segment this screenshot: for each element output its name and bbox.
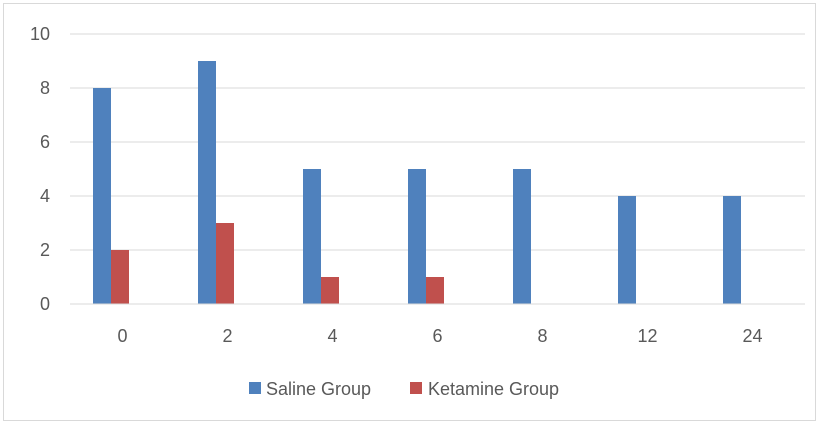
bar-ketamine-0: [111, 250, 129, 304]
x-tick-label: 2: [222, 326, 232, 346]
y-tick-label: 2: [40, 240, 50, 260]
legend-item-ketamine: Ketamine Group: [410, 379, 559, 399]
bar-saline-0: [93, 88, 111, 304]
bar-saline-8: [513, 169, 531, 304]
bar-saline-4: [303, 169, 321, 304]
legend: Saline Group Ketamine Group: [249, 379, 559, 399]
x-tick-label: 4: [327, 326, 337, 346]
x-axis-ticks: 0 2 4 6 8 12 24: [117, 326, 762, 346]
legend-swatch-saline: [249, 382, 261, 394]
y-tick-label: 6: [40, 132, 50, 152]
bar-saline-24: [723, 196, 741, 304]
y-tick-label: 4: [40, 186, 50, 206]
y-tick-label: 10: [30, 24, 50, 44]
gridlines: [70, 33, 805, 251]
legend-label-saline: Saline Group: [266, 379, 371, 399]
bar-ketamine-2: [216, 223, 234, 304]
bar-ketamine-6: [426, 277, 444, 304]
x-tick-label: 12: [637, 326, 657, 346]
y-axis-ticks: 0 2 4 6 8 10: [30, 24, 50, 314]
bar-saline-12: [618, 196, 636, 304]
legend-swatch-ketamine: [410, 382, 422, 394]
x-tick-label: 24: [742, 326, 762, 346]
bar-saline-6: [408, 169, 426, 304]
x-tick-label: 0: [117, 326, 127, 346]
bars: [93, 61, 741, 304]
bar-saline-2: [198, 61, 216, 304]
legend-item-saline: Saline Group: [249, 379, 371, 399]
x-tick-label: 8: [537, 326, 547, 346]
legend-label-ketamine: Ketamine Group: [428, 379, 559, 399]
y-tick-label: 0: [40, 294, 50, 314]
y-tick-label: 8: [40, 78, 50, 98]
x-tick-label: 6: [432, 326, 442, 346]
bar-ketamine-4: [321, 277, 339, 304]
